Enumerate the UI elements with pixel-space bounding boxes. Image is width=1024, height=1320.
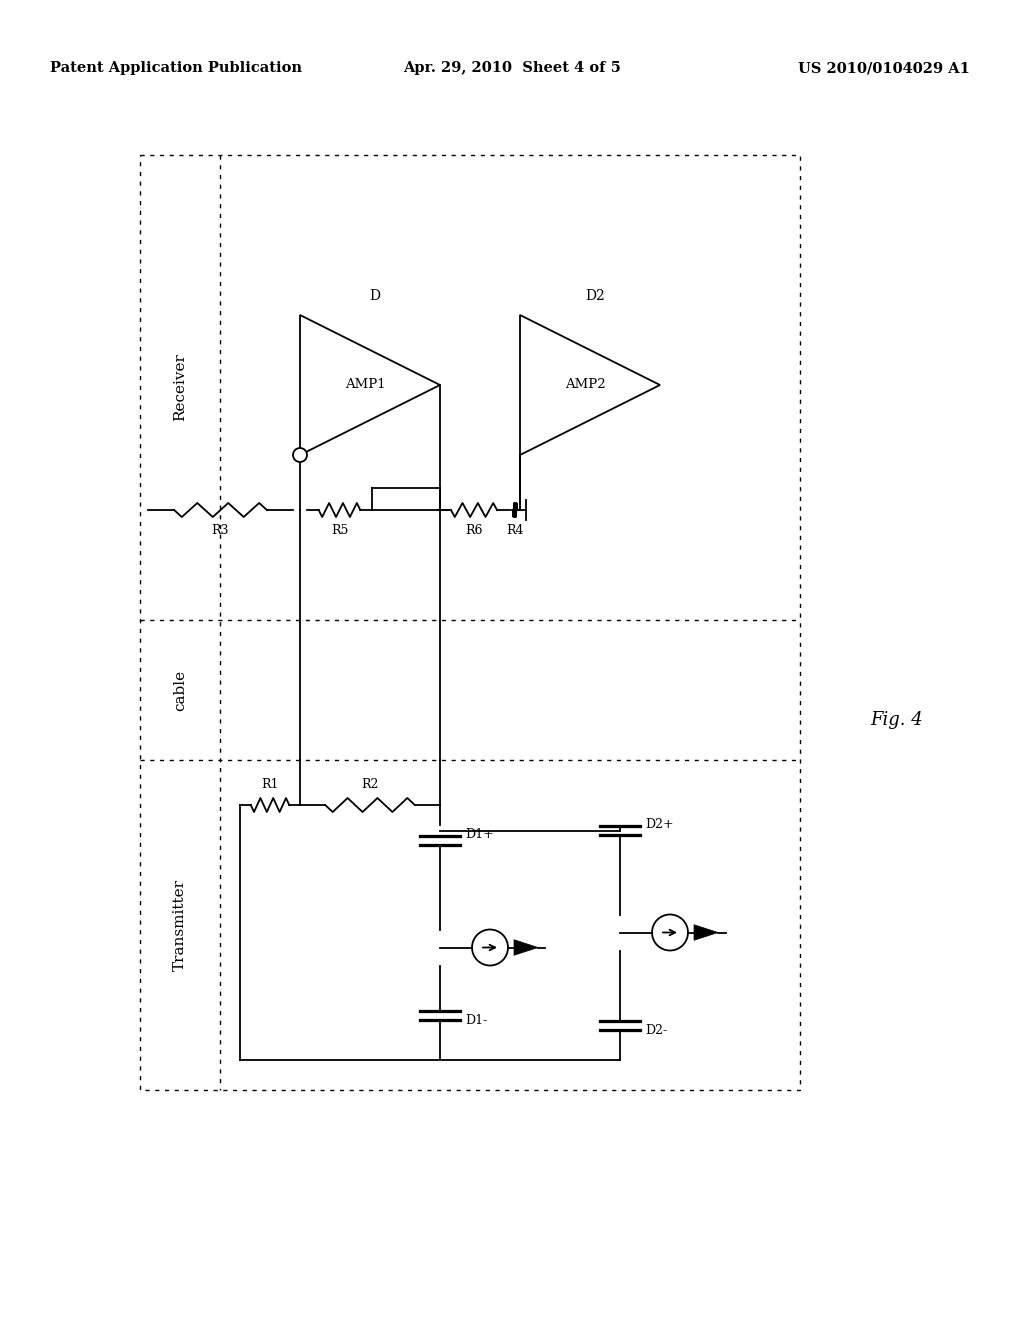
- Text: Receiver: Receiver: [173, 354, 187, 421]
- Text: Patent Application Publication: Patent Application Publication: [50, 61, 302, 75]
- Polygon shape: [694, 925, 718, 940]
- Text: AMP2: AMP2: [564, 379, 605, 392]
- Text: R6: R6: [465, 524, 482, 537]
- Text: US 2010/0104029 A1: US 2010/0104029 A1: [798, 61, 970, 75]
- Polygon shape: [514, 940, 538, 956]
- Text: R1: R1: [261, 777, 279, 791]
- Text: D1-: D1-: [465, 1014, 487, 1027]
- Text: D2-: D2-: [645, 1023, 667, 1036]
- Text: Transmitter: Transmitter: [173, 879, 187, 972]
- Text: R4: R4: [506, 524, 523, 537]
- Text: R5: R5: [331, 524, 348, 537]
- Text: Fig. 4: Fig. 4: [870, 711, 923, 729]
- Text: AMP1: AMP1: [345, 379, 385, 392]
- Text: D: D: [370, 289, 381, 304]
- Text: Apr. 29, 2010  Sheet 4 of 5: Apr. 29, 2010 Sheet 4 of 5: [403, 61, 621, 75]
- Circle shape: [293, 447, 307, 462]
- Text: cable: cable: [173, 669, 187, 710]
- Text: D2+: D2+: [645, 818, 674, 832]
- Bar: [140, 154, 800, 1090]
- Text: D2: D2: [585, 289, 605, 304]
- Text: D1+: D1+: [465, 829, 494, 842]
- Text: R2: R2: [361, 777, 379, 791]
- Text: R3: R3: [212, 524, 229, 537]
